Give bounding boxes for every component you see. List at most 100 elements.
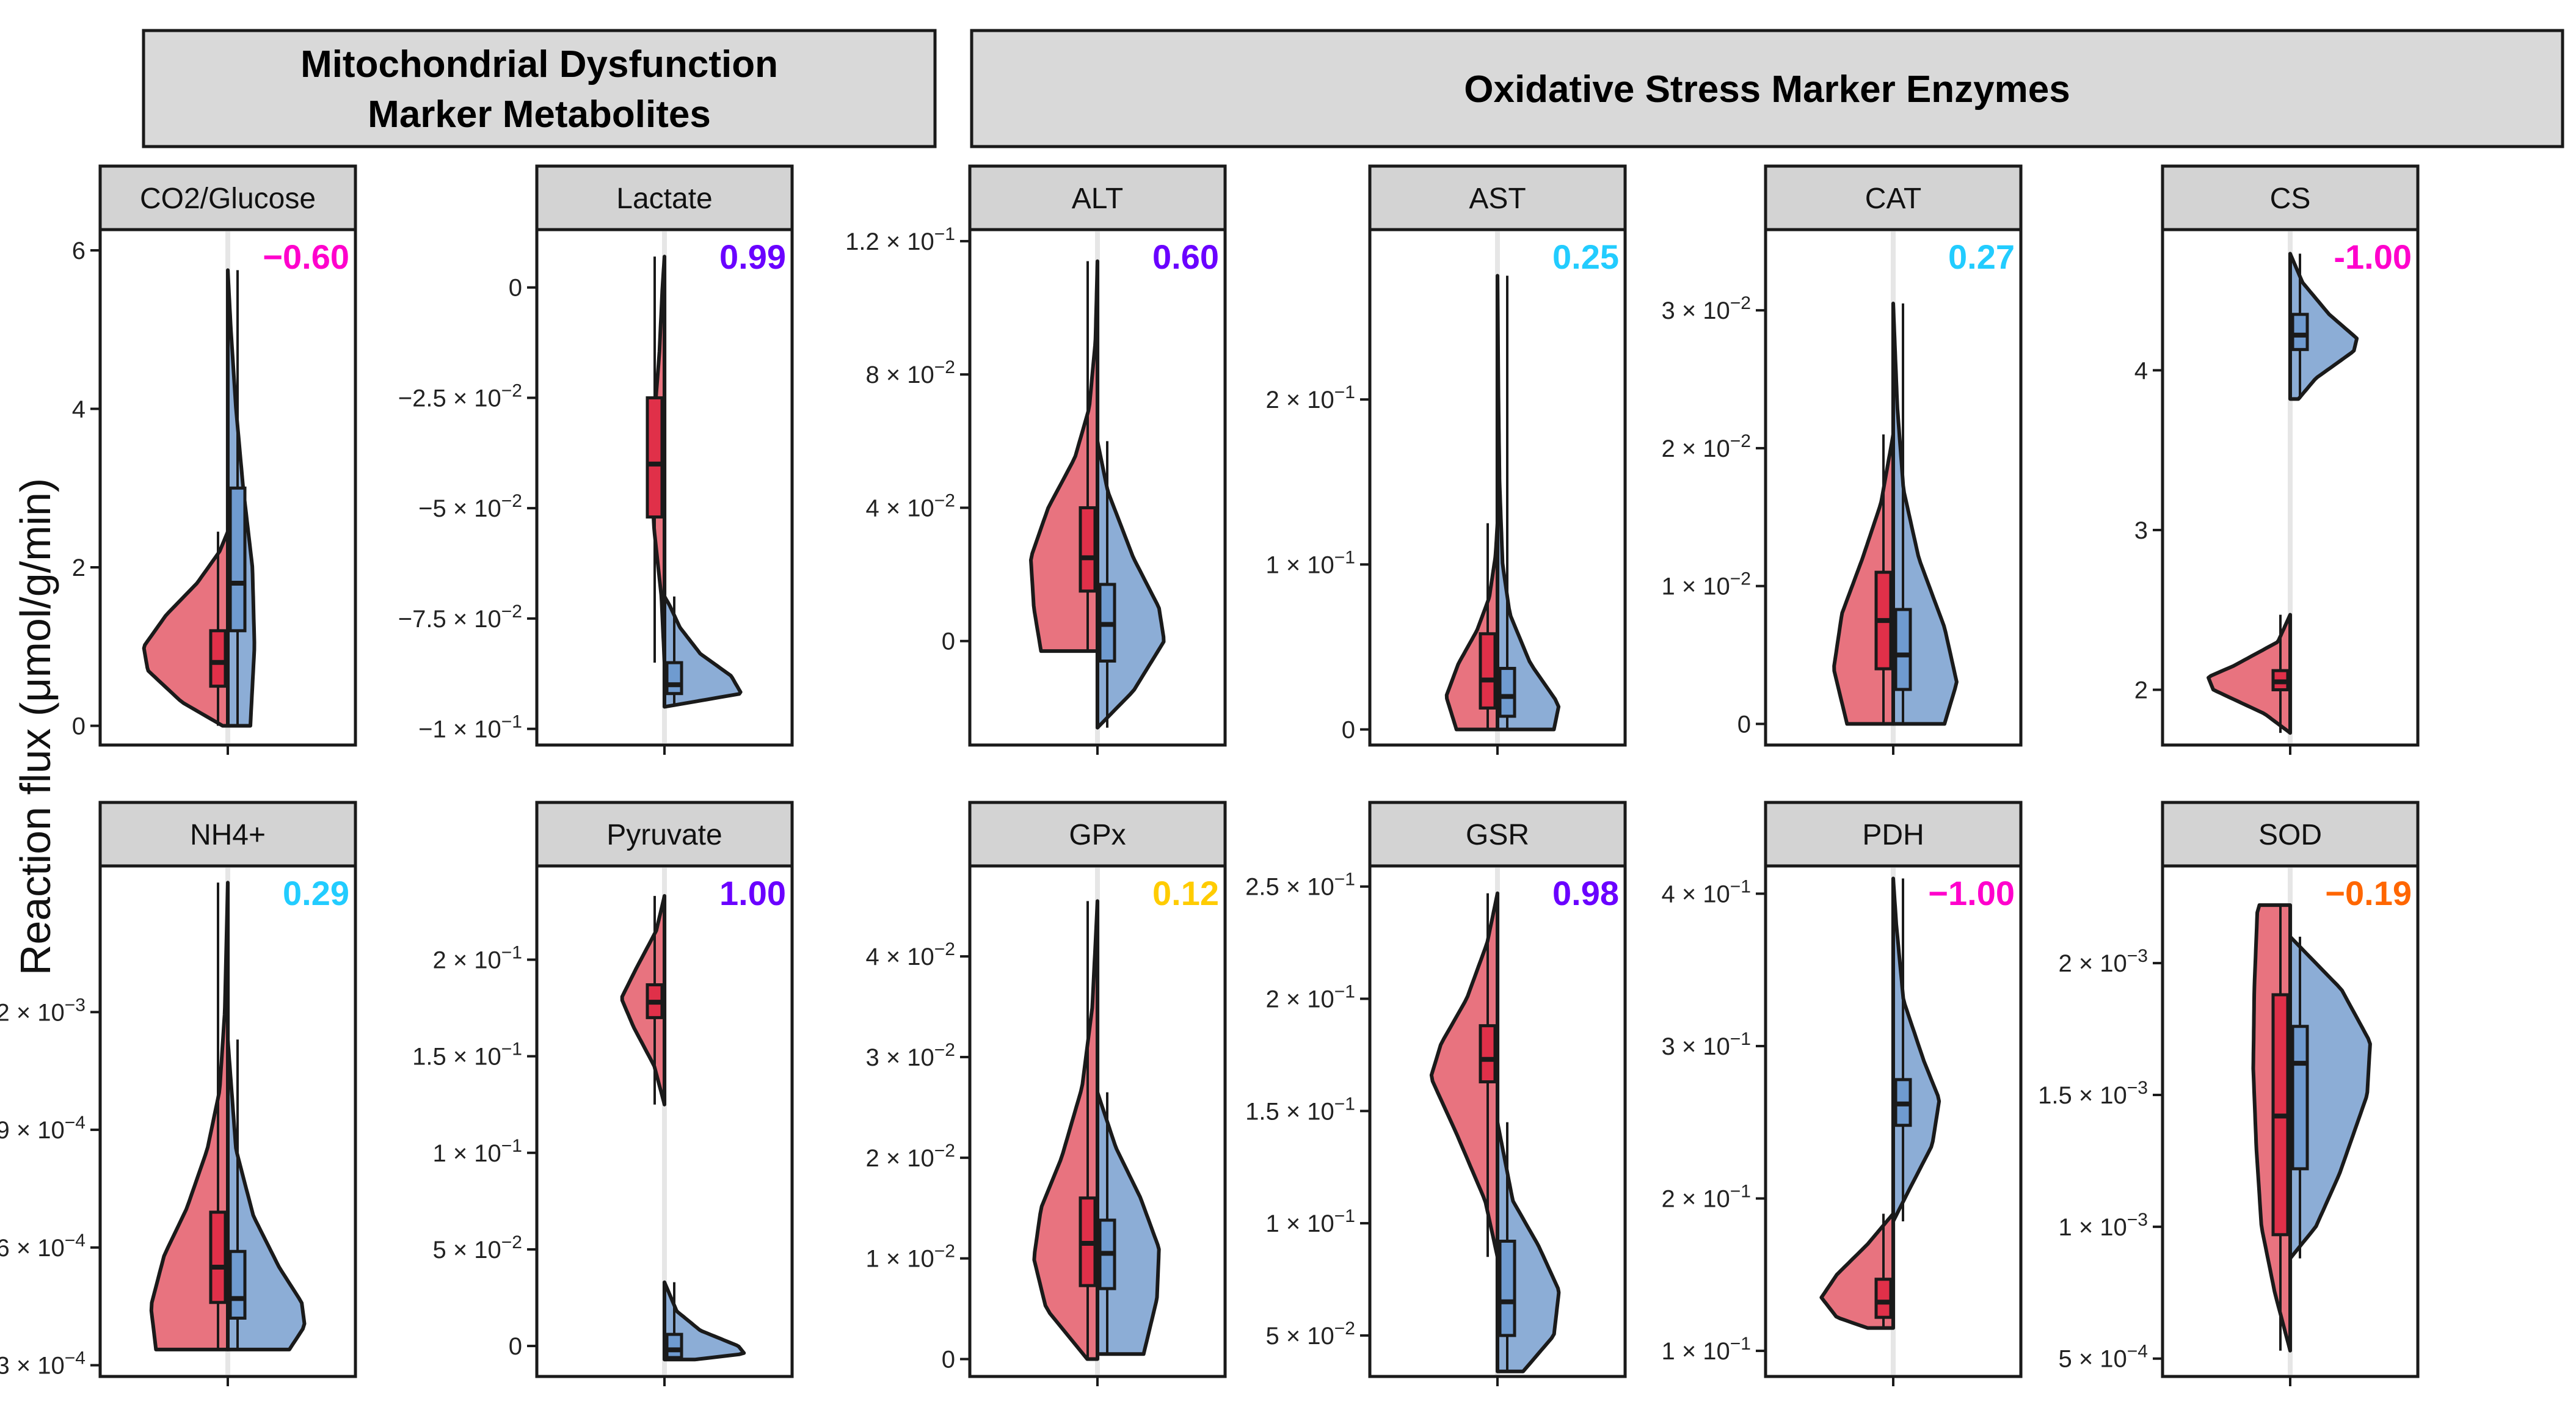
- y-tick-label: 5 × 10−2: [432, 1232, 522, 1263]
- panel-title: Pyruvate: [606, 819, 722, 851]
- box-left: [1479, 632, 1497, 710]
- y-tick-label: 1 × 10−2: [865, 1242, 955, 1273]
- y-tick-label: 8 × 10−2: [865, 357, 955, 388]
- panel-title: CS: [2270, 183, 2311, 215]
- panel-title: AST: [1469, 183, 1526, 215]
- y-tick-label: 3 × 10−1: [1661, 1029, 1751, 1060]
- panel-title: SOD: [2258, 819, 2322, 851]
- y-tick-label: 0: [509, 1333, 522, 1360]
- y-tick-label: 1 × 10−2: [1661, 569, 1751, 600]
- panel-strip: [2161, 164, 2420, 231]
- box-right: [2291, 313, 2309, 351]
- y-tick-label: 0: [1342, 716, 1355, 743]
- box-right: [2291, 1025, 2309, 1171]
- box-right: [228, 1249, 247, 1320]
- violin-panel: ALT 0 4 × 10−2 8 × 10−2 1.2 × 10−1 0.60: [845, 164, 1227, 755]
- correlation-value: -1.00: [2334, 238, 2412, 276]
- violin-left: [1429, 891, 1499, 1259]
- y-tick-label: 2: [72, 554, 86, 581]
- panel-strip: [98, 801, 357, 868]
- y-tick-label: 0: [72, 713, 86, 740]
- correlation-value: 0.27: [1948, 238, 2015, 276]
- panel-strip: [2161, 801, 2420, 868]
- violin-left: [149, 881, 230, 1351]
- y-tick-label: 6 × 10−4: [0, 1231, 86, 1262]
- y-tick-label: 2.5 × 10−1: [1245, 870, 1355, 901]
- violin-panel: CO2/Glucose 0 2 4 6 −0.60: [72, 164, 357, 755]
- panel-strip: [1368, 164, 1627, 231]
- violin-panel: GPx 0 1 × 10−2 2 × 10−2 3 × 10−2 4 × 10−2 0.12: [865, 801, 1227, 1386]
- y-tick-label: 5 × 10−2: [1265, 1318, 1355, 1350]
- section-banners: Mitochondrial Dysfunction Marker Metaboli…: [142, 29, 2564, 148]
- y-tick-label: 2 × 10−1: [1265, 982, 1355, 1013]
- box-left: [1079, 506, 1097, 593]
- correlation-value: 0.25: [1552, 238, 1619, 276]
- violin-panel: NH4+ 3 × 10−4 6 × 10−4 9 × 10−4 1.2 × 10−3 0.…: [0, 801, 357, 1386]
- y-tick-label: 1.2 × 10−3: [0, 995, 86, 1026]
- y-tick-label: 3 × 10−2: [1661, 293, 1751, 324]
- y-tick-label: 1.5 × 10−1: [1245, 1094, 1355, 1125]
- y-tick-label: 2 × 10−3: [2058, 946, 2148, 977]
- box-left: [646, 396, 664, 519]
- violin-left: [142, 529, 230, 728]
- panel-title: Lactate: [616, 183, 712, 215]
- y-tick-label: 6: [72, 238, 86, 264]
- correlation-value: 0.60: [1152, 238, 1219, 276]
- correlation-value: −0.19: [2325, 874, 2412, 912]
- violin-panel: GSR 5 × 10−2 1 × 10−1 1.5 × 10−1 2 × 10−1 2.5…: [1245, 801, 1627, 1386]
- y-tick-label: 9 × 10−4: [0, 1113, 86, 1144]
- panel-title: PDH: [1862, 819, 1924, 851]
- y-tick-label: 1.5 × 10−1: [412, 1039, 522, 1071]
- box-left: [209, 629, 227, 688]
- y-tick-label: 0: [942, 628, 955, 655]
- section-banner-title: Marker Metabolites: [368, 93, 711, 136]
- violin-right: [2288, 934, 2372, 1260]
- panel-title: CAT: [1865, 183, 1921, 215]
- correlation-value: 1.00: [719, 874, 786, 912]
- y-tick-label: 2 × 10−1: [1661, 1182, 1751, 1213]
- panel-title: ALT: [1072, 183, 1123, 215]
- panel-strip: [1368, 801, 1627, 868]
- violin-right: [663, 1280, 746, 1362]
- correlation-value: −1.00: [1928, 874, 2015, 912]
- y-tick-label: 1 × 10−1: [432, 1136, 522, 1167]
- violin-right: [226, 1038, 307, 1351]
- section-banner: [970, 29, 2564, 148]
- y-axis-label: Reaction flux (μmol/g/min): [12, 478, 59, 975]
- y-tick-label: 2 × 10−1: [432, 942, 522, 973]
- y-tick-label: 2 × 10−2: [1661, 431, 1751, 462]
- y-tick-label: 4: [72, 396, 86, 423]
- violin-left: [2207, 613, 2292, 735]
- y-tick-label: 1 × 10−1: [1265, 1206, 1355, 1237]
- y-tick-label: 5 × 10−4: [2058, 1342, 2148, 1373]
- correlation-value: 0.99: [719, 238, 786, 276]
- violin-right: [1891, 876, 1941, 1223]
- y-tick-label: 1.2 × 10−1: [845, 224, 955, 255]
- y-tick-label: 1 × 10−1: [1661, 1334, 1751, 1365]
- y-tick-label: 4: [2134, 357, 2148, 384]
- y-tick-label: 1 × 10−3: [2058, 1210, 2148, 1241]
- violin-panel: Lactate 0 −2.5 × 10−2 −5 × 10−2 −7.5 × 10−2 −…: [398, 164, 794, 755]
- box-right: [228, 486, 247, 633]
- y-tick-label: 4 × 10−2: [865, 939, 955, 970]
- section-banner: [142, 29, 937, 148]
- y-tick-label: 1.5 × 10−3: [2038, 1078, 2148, 1109]
- violin-panel: CS 2 3 4 -1.00: [2134, 164, 2420, 755]
- y-tick-label: 2: [2134, 677, 2148, 704]
- box-right: [1498, 667, 1516, 718]
- y-tick-label: 1 × 10−1: [1265, 547, 1355, 578]
- panel-strip: [1764, 164, 2023, 231]
- y-tick-label: 0: [1737, 711, 1751, 738]
- correlation-value: −0.60: [263, 238, 349, 276]
- panel-strip: [1764, 801, 2023, 868]
- panel-title: NH4+: [190, 819, 266, 851]
- y-tick-label: −7.5 × 10−2: [398, 602, 522, 633]
- violin-panel: SOD 5 × 10−4 1 × 10−3 1.5 × 10−3 2 × 10−3 −0.…: [2038, 801, 2420, 1386]
- y-tick-label: 2 × 10−1: [1265, 382, 1355, 413]
- box-right: [1894, 608, 1912, 691]
- violin-panel: Pyruvate 0 5 × 10−2 1 × 10−1 1.5 × 10−1 2 × 1…: [412, 801, 794, 1386]
- box-right: [665, 661, 683, 696]
- violin-panel: AST 0 1 × 10−1 2 × 10−1 0.25: [1265, 164, 1627, 755]
